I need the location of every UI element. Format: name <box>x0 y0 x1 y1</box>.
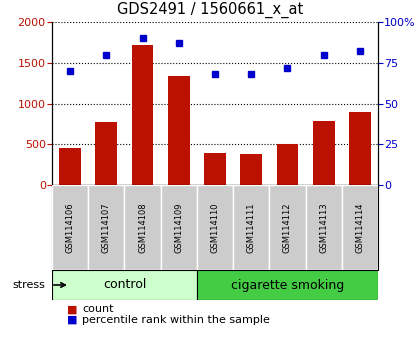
Text: ■: ■ <box>67 315 78 325</box>
Bar <box>342 185 378 270</box>
Bar <box>349 112 371 185</box>
Text: GSM114107: GSM114107 <box>102 202 111 253</box>
Bar <box>313 121 335 185</box>
Bar <box>277 144 298 185</box>
Text: GSM114109: GSM114109 <box>174 202 183 253</box>
Bar <box>197 270 378 300</box>
Bar <box>52 270 197 300</box>
Bar <box>168 76 190 185</box>
Bar <box>88 185 124 270</box>
Bar <box>59 148 81 185</box>
Bar <box>197 185 233 270</box>
Text: percentile rank within the sample: percentile rank within the sample <box>82 315 270 325</box>
Text: control: control <box>103 279 146 291</box>
Text: GSM114110: GSM114110 <box>210 202 220 253</box>
Bar <box>240 154 262 185</box>
Text: ■: ■ <box>67 304 78 314</box>
Bar <box>52 185 88 270</box>
Text: count: count <box>82 304 113 314</box>
Bar <box>306 185 342 270</box>
Bar <box>233 185 269 270</box>
Text: GSM114108: GSM114108 <box>138 202 147 253</box>
Bar <box>161 185 197 270</box>
Text: stress: stress <box>13 280 46 290</box>
Bar <box>204 153 226 185</box>
Text: GSM114114: GSM114114 <box>355 202 365 253</box>
Bar <box>132 45 153 185</box>
Text: GDS2491 / 1560661_x_at: GDS2491 / 1560661_x_at <box>117 2 303 18</box>
Text: GSM114111: GSM114111 <box>247 202 256 253</box>
Text: cigarette smoking: cigarette smoking <box>231 279 344 291</box>
Text: GSM114113: GSM114113 <box>319 202 328 253</box>
Text: GSM114112: GSM114112 <box>283 202 292 253</box>
Bar <box>95 122 117 185</box>
Text: GSM114106: GSM114106 <box>66 202 75 253</box>
Bar <box>124 185 161 270</box>
Bar <box>269 185 306 270</box>
